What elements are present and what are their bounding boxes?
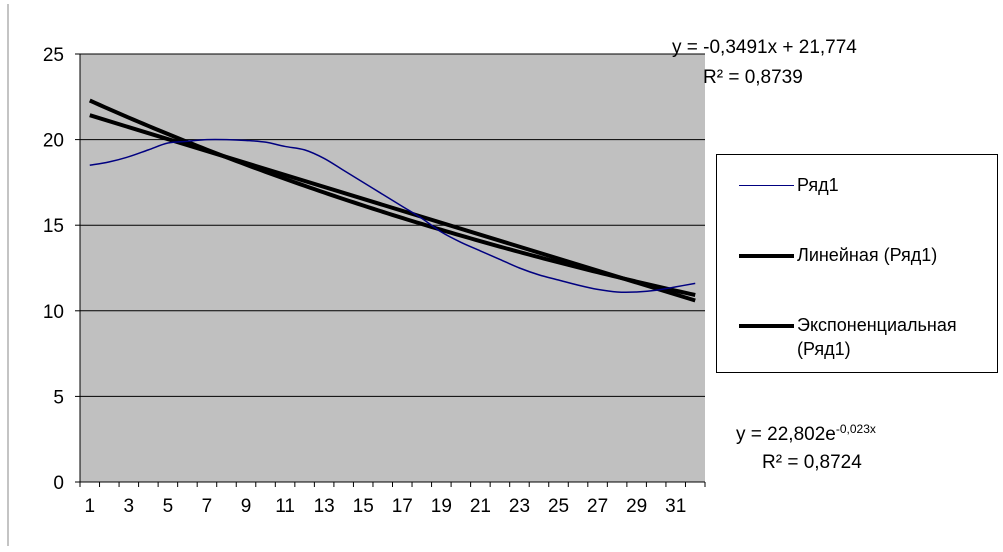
x-tick-label-17: 17 bbox=[392, 496, 413, 517]
x-tick-label-13: 13 bbox=[314, 496, 335, 517]
legend-label-exponential: Экспоненциальная (Ряд1) bbox=[797, 315, 957, 359]
x-tick-label-19: 19 bbox=[431, 496, 452, 517]
y-tick-label-0: 0 bbox=[53, 473, 64, 494]
legend-label-linear: Линейная (Ряд1) bbox=[797, 245, 938, 265]
plot-area bbox=[80, 54, 705, 482]
series-line-ryad1 bbox=[89, 138, 696, 293]
legend-swatch-series bbox=[739, 185, 794, 186]
y-tick-label-20: 20 bbox=[43, 131, 64, 152]
exponential-trend-equation: y = 22,802e-0,023x bbox=[736, 423, 876, 446]
x-tick-label-25: 25 bbox=[548, 496, 569, 517]
series-layer bbox=[88, 98, 696, 303]
x-tick-label-7: 7 bbox=[202, 496, 213, 517]
legend-swatch-linear bbox=[739, 254, 794, 258]
legend-swatch-exponential bbox=[739, 324, 794, 328]
trendline-exponential bbox=[88, 98, 696, 297]
x-tick-label-1: 1 bbox=[84, 496, 95, 517]
exponential-trend-r2: R² = 0,8724 bbox=[762, 452, 862, 473]
y-tick-label-5: 5 bbox=[53, 387, 64, 408]
x-tick-label-21: 21 bbox=[470, 496, 491, 517]
x-tick-label-9: 9 bbox=[241, 496, 252, 517]
x-tick-label-5: 5 bbox=[163, 496, 174, 517]
y-tick-label-25: 25 bbox=[43, 45, 64, 66]
x-tick-label-29: 29 bbox=[626, 496, 647, 517]
legend-label-series: Ряд1 bbox=[797, 175, 839, 195]
x-tick-label-27: 27 bbox=[587, 496, 608, 517]
exponential-equation-base: y = 22,802e bbox=[736, 424, 836, 445]
exponential-equation-exponent: -0,023x bbox=[835, 422, 876, 436]
x-tick-label-23: 23 bbox=[509, 496, 530, 517]
x-tick-label-3: 3 bbox=[124, 496, 135, 517]
y-tick-label-15: 15 bbox=[43, 216, 64, 237]
y-tick-label-10: 10 bbox=[43, 302, 64, 323]
linear-trend-r2: R² = 0,8739 bbox=[703, 67, 803, 88]
linear-trend-equation: y = -0,3491x + 21,774 bbox=[672, 37, 857, 58]
x-tick-label-31: 31 bbox=[665, 496, 686, 517]
x-tick-label-15: 15 bbox=[353, 496, 374, 517]
legend: Ряд1 Линейная (Ряд1) Экспоненциальная (Р… bbox=[716, 154, 998, 373]
gridlines bbox=[80, 53, 705, 397]
x-tick-label-11: 11 bbox=[275, 496, 295, 517]
